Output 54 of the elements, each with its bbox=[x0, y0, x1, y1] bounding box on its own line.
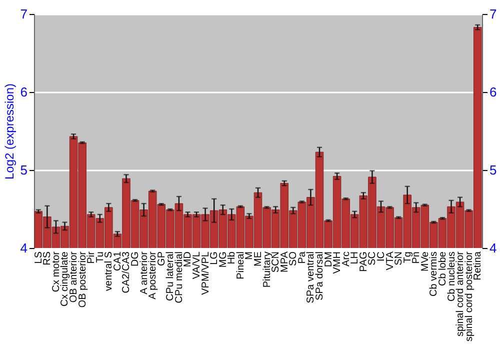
y-tick-label: 5 bbox=[20, 162, 28, 178]
x-tick-label: CA1 bbox=[112, 251, 124, 271]
y-tick-label: 4 bbox=[20, 240, 28, 256]
x-tick-label: Arc bbox=[340, 252, 352, 266]
x-tick-label: Hb bbox=[226, 251, 238, 264]
x-tick-label: SN bbox=[394, 252, 405, 266]
x-tick-label: ventral S bbox=[104, 251, 115, 291]
x-tick-label: SPa dorsal bbox=[314, 252, 326, 300]
x-tick-label: Cb lobe bbox=[437, 251, 448, 286]
x-tick-label: Retina bbox=[472, 251, 484, 280]
x-tick-label: MVe bbox=[420, 251, 431, 272]
y-axis-title: Log2 (expression) bbox=[2, 83, 16, 180]
x-tick-label: LS bbox=[33, 251, 44, 264]
x-tick-label: GP bbox=[156, 251, 168, 266]
y2-tick-label: 6 bbox=[490, 84, 497, 100]
x-tick-label: IC bbox=[376, 252, 387, 262]
x-tick-label: Tg bbox=[402, 252, 414, 264]
x-tick-label: CA2/CA3 bbox=[121, 251, 132, 294]
x-tick-label: ME bbox=[253, 251, 264, 266]
x-tick-label: SCN bbox=[270, 252, 282, 273]
x-tick-label: Cx motor bbox=[50, 250, 62, 292]
y-tick-label: 6 bbox=[20, 84, 28, 100]
x-tick-label: Pir bbox=[86, 250, 98, 264]
x-tick-label: MPA bbox=[279, 251, 290, 272]
x-tick-label: Tu bbox=[94, 252, 106, 263]
x-tick-label: Pineal bbox=[235, 252, 246, 280]
y2-tick-label: 7 bbox=[490, 6, 497, 22]
x-tick-label: RS bbox=[42, 251, 54, 266]
y-tick-label: 7 bbox=[20, 6, 28, 22]
x-tick-label: CPu medial bbox=[174, 252, 185, 304]
x-tick-label: VTA bbox=[384, 251, 396, 270]
x-tick-label: VPM/VPL bbox=[200, 251, 212, 295]
x-tick-label: VMH bbox=[332, 252, 344, 274]
x-tick-label: spinal cord posterior bbox=[464, 250, 475, 342]
y2-tick-label: 5 bbox=[490, 162, 497, 178]
x-tick-label: A posterior bbox=[148, 250, 159, 300]
x-tick-label: spinal cord anterior bbox=[455, 250, 466, 337]
x-tick-label: SC bbox=[367, 252, 378, 266]
x-tick-label: Pn bbox=[411, 252, 422, 264]
y2-tick-label: 4 bbox=[490, 240, 497, 256]
x-tick-label: Pa bbox=[296, 251, 308, 264]
x-tick-label: Cb nucleus bbox=[446, 252, 458, 302]
x-tick-label: OB anterior bbox=[68, 250, 80, 303]
x-tick-label: M bbox=[244, 252, 256, 260]
x-tick-label: Pituitary bbox=[262, 252, 273, 288]
x-tick-label: SO bbox=[288, 251, 300, 266]
x-tick-label: A anterior bbox=[138, 250, 150, 294]
x-tick-label: LH bbox=[350, 252, 361, 264]
x-tick-label: DM bbox=[323, 252, 334, 268]
x-tick-label: PAG bbox=[358, 251, 370, 272]
x-tick-label: LG bbox=[209, 251, 220, 265]
x-tick-label: OB posterior bbox=[77, 250, 88, 308]
x-tick-label: DG bbox=[130, 251, 142, 266]
x-tick-label: Cx cingulate bbox=[60, 251, 71, 307]
